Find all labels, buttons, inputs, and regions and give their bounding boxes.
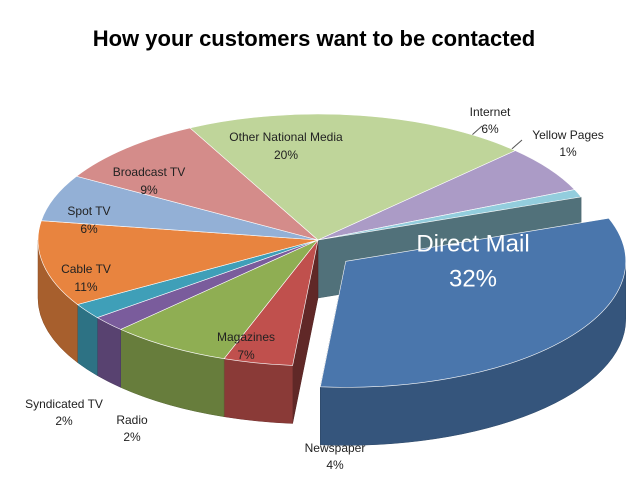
slice-label: Radio [116,413,148,427]
value-label: 11% [74,280,97,294]
slice-label: Newspaper [305,441,366,455]
slice-label: Broadcast TV [113,165,185,179]
pie-slice [37,220,319,305]
value-label: 9% [140,183,158,197]
value-label: 7% [237,348,255,362]
value-label: 6% [481,122,499,136]
value-label: 1% [559,145,577,159]
slice-label: Spot TV [67,204,110,218]
slice-label: Internet [470,105,511,119]
value-label: 2% [123,430,141,444]
leader-line [471,125,483,136]
slice-label: Magazines [217,330,275,344]
slice-label: Yellow Pages [532,128,604,142]
slice-label: Syndicated TV [25,397,103,411]
pie-slice [189,113,517,241]
value-label: 20% [274,148,298,162]
slice-label: Direct Mail [416,230,529,257]
value-label: 2% [55,414,73,428]
value-label: 32% [449,265,497,292]
slice-side [223,358,293,424]
pie-slice [119,239,319,360]
slice-label: Other National Media [229,130,343,144]
pie-slice [75,127,319,241]
pie-slice [319,217,627,388]
chart-title: How your customers want to be contacted [93,26,536,51]
value-label: 6% [80,222,98,236]
slice-label: Cable TV [61,262,111,276]
value-label: 4% [326,458,344,472]
pie-slice [317,189,582,241]
